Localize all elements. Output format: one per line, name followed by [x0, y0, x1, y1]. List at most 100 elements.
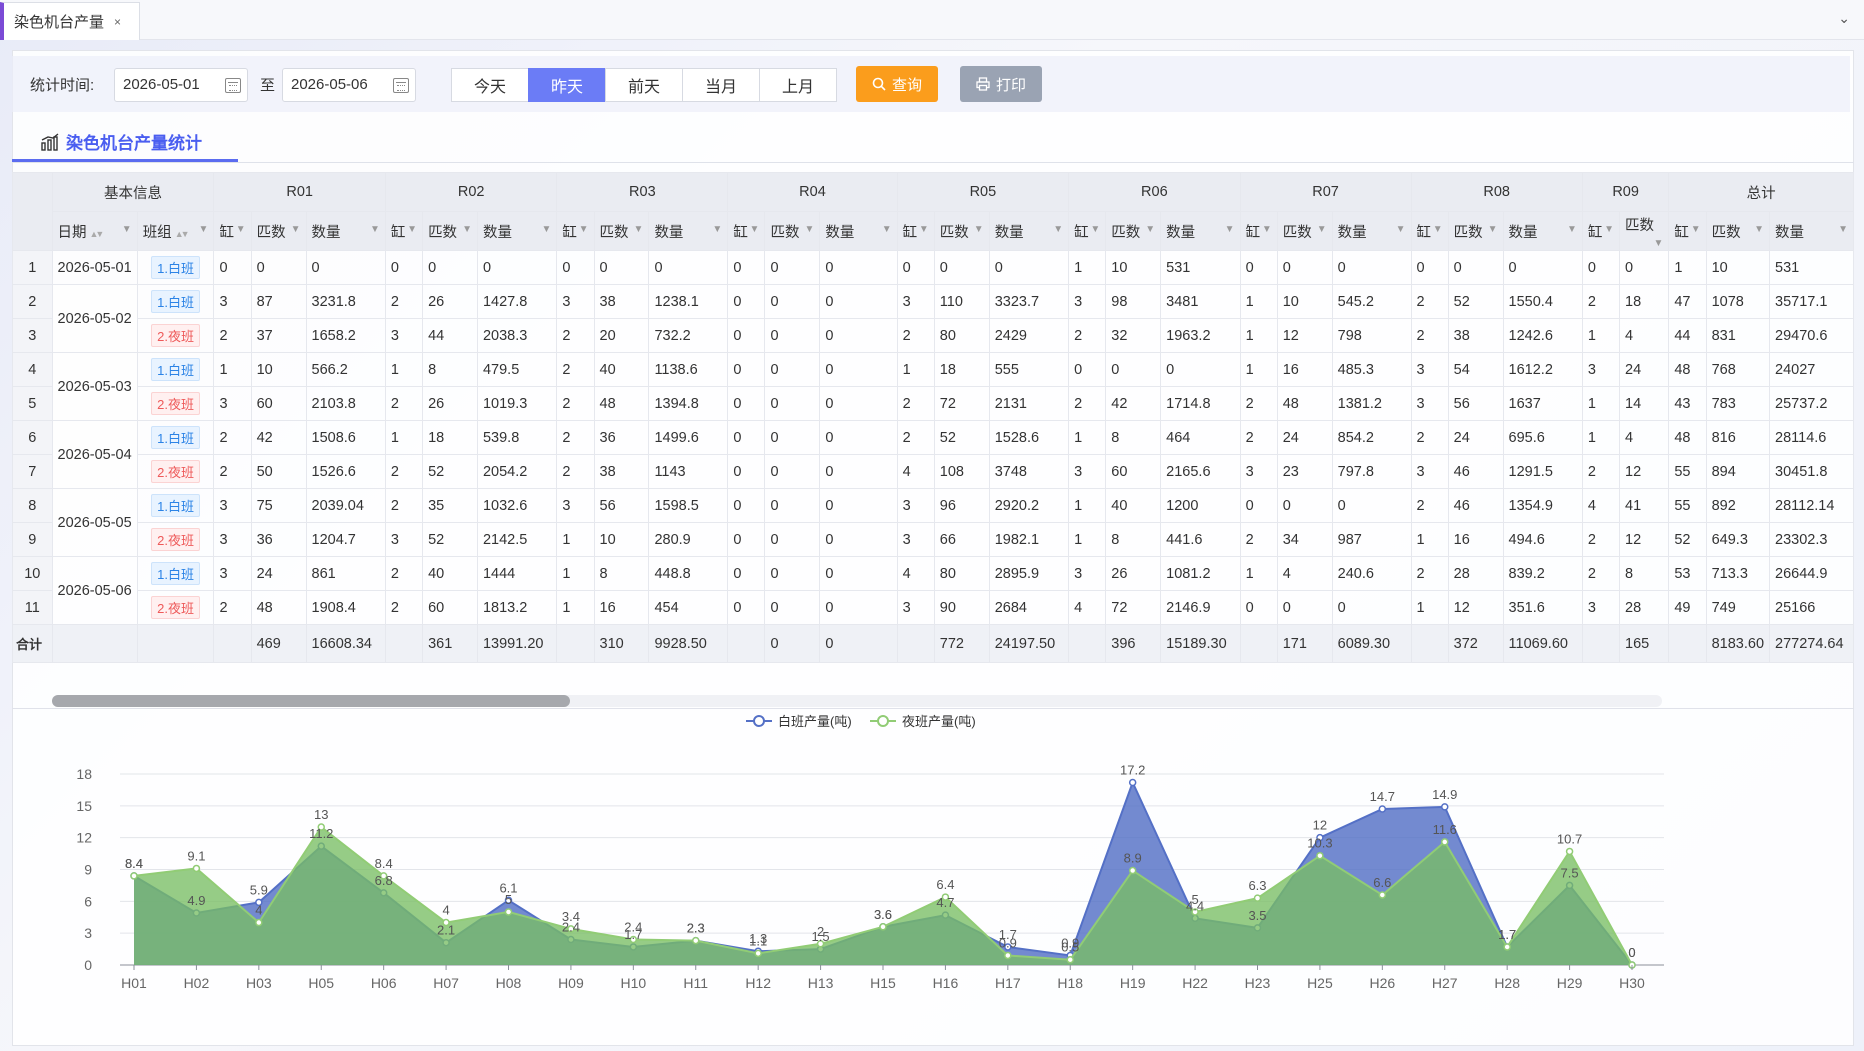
- filter-icon[interactable]: ▼: [1432, 223, 1443, 235]
- column-r03-0[interactable]: 缸 ▼: [556, 211, 595, 251]
- column-r09-1[interactable]: 匹数 ▼: [1619, 211, 1670, 251]
- column-r08-0[interactable]: 缸 ▼: [1410, 211, 1449, 251]
- column-r05-0[interactable]: 缸 ▼: [896, 211, 935, 251]
- column-total-2[interactable]: 数量 ▼: [1769, 211, 1854, 251]
- tab-dye-machine-output[interactable]: 染色机台产量 ×: [0, 2, 140, 40]
- column-r08-1[interactable]: 匹数 ▼: [1447, 211, 1504, 251]
- column-r07-0[interactable]: 缸 ▼: [1239, 211, 1278, 251]
- table-row[interactable]: 4 2026-05-03 1.白班 1 10 566.2 1 8 479.5 2 40 1138.6 0…: [12, 352, 1854, 421]
- table-row[interactable]: 2 2026-05-02 1.白班 3 87 3231.8 2 26 1427.8 3 38 1238…: [12, 284, 1854, 353]
- filter-icon[interactable]: ▼: [541, 223, 552, 235]
- scrollbar-thumb[interactable]: [52, 695, 570, 707]
- filter-icon[interactable]: ▼: [804, 223, 815, 235]
- table-row[interactable]: 3 2.夜班 2 37 1658.2 3 44 2038.3 2 20 732.2 0 0 0 2 80 242…: [12, 318, 1854, 353]
- column-r04-2[interactable]: 数量 ▼: [819, 211, 898, 251]
- table-row[interactable]: 5 2.夜班 3 60 2103.8 2 26 1019.3 2 48 1394.8 0 0 0 2 72 21…: [12, 386, 1854, 421]
- column-r03-2[interactable]: 数量 ▼: [648, 211, 729, 251]
- cell-value: 40: [1105, 488, 1162, 523]
- column-r06-0[interactable]: 缸 ▼: [1068, 211, 1107, 251]
- print-button[interactable]: 打印: [960, 66, 1042, 102]
- calendar-icon[interactable]: [393, 78, 409, 93]
- column-r02-1[interactable]: 匹数 ▼: [422, 211, 478, 251]
- today-button[interactable]: 今天: [451, 68, 529, 102]
- filter-icon[interactable]: ▼: [973, 223, 984, 235]
- column-total-1[interactable]: 匹数 ▼: [1705, 211, 1771, 251]
- column-r01-1[interactable]: 匹数 ▼: [250, 211, 307, 251]
- table-row[interactable]: 11 2.夜班 2 48 1908.4 2 60 1813.2 1 16 454 0 0 0 3 90 2684…: [12, 590, 1854, 625]
- filter-icon[interactable]: ▼: [1395, 223, 1406, 235]
- column-r01-2[interactable]: 数量 ▼: [305, 211, 386, 251]
- filter-icon[interactable]: ▼: [881, 223, 892, 235]
- filter-icon[interactable]: ▼: [1261, 223, 1272, 235]
- data-label: 1.1: [749, 933, 767, 948]
- day-before-button[interactable]: 前天: [605, 68, 683, 102]
- filter-icon[interactable]: ▼: [1053, 223, 1064, 235]
- table-row[interactable]: 10 2026-05-06 1.白班 3 24 861 2 40 1444 1 8 448.8 0 0 0 4…: [12, 556, 1854, 625]
- calendar-icon[interactable]: [225, 78, 241, 93]
- column-r01-0[interactable]: 缸 ▼: [213, 211, 252, 251]
- filter-icon[interactable]: ▼: [235, 223, 246, 235]
- filter-icon[interactable]: ▼: [1566, 223, 1577, 235]
- table-row[interactable]: 9 2.夜班 3 36 1204.7 3 52 2142.5 1 10 280.9 0 0 0 3 66 198…: [12, 522, 1854, 557]
- filter-icon[interactable]: ▼: [1316, 223, 1327, 235]
- query-button[interactable]: 查询: [856, 66, 938, 102]
- close-icon[interactable]: ×: [114, 14, 122, 29]
- column-r02-0[interactable]: 缸 ▼: [384, 211, 424, 251]
- filter-icon[interactable]: ▼: [462, 223, 472, 235]
- table-row[interactable]: 8 2026-05-05 1.白班 3 75 2039.04 2 35 1032.6 3 56 159…: [12, 488, 1854, 557]
- start-date-input[interactable]: 2026-05-01: [114, 68, 248, 102]
- table-corner: [12, 172, 53, 251]
- end-date-input[interactable]: 2026-05-06: [282, 68, 416, 102]
- data-label: 6.6: [1373, 875, 1391, 890]
- column-r03-1[interactable]: 匹数 ▼: [593, 211, 650, 251]
- filter-icon[interactable]: ▼: [1090, 223, 1101, 235]
- filter-icon[interactable]: ▼: [1653, 237, 1664, 249]
- filter-icon[interactable]: ▼: [198, 223, 209, 235]
- cell-value: 2: [1581, 522, 1621, 557]
- chevron-down-icon[interactable]: ⌄: [1838, 10, 1850, 26]
- column-r05-2[interactable]: 数量 ▼: [988, 211, 1070, 251]
- total-value: 24197.50: [988, 624, 1070, 663]
- column-r07-2[interactable]: 数量 ▼: [1331, 211, 1412, 251]
- filter-icon[interactable]: ▼: [1838, 223, 1848, 235]
- cell-value: 1: [556, 590, 595, 625]
- filter-icon[interactable]: ▼: [578, 223, 589, 235]
- table-row[interactable]: 6 2026-05-04 1.白班 2 42 1508.6 1 18 539.8 2 36 1499.…: [12, 420, 1854, 489]
- sort-icon[interactable]: ▲▼: [89, 228, 105, 239]
- table-row[interactable]: 7 2.夜班 2 50 1526.6 2 52 2054.2 2 38 1143 0 0 0 4 108 374…: [12, 454, 1854, 489]
- column-r04-0[interactable]: 缸 ▼: [727, 211, 766, 251]
- column-r02-2[interactable]: 数量 ▼: [476, 211, 558, 251]
- column-r05-1[interactable]: 匹数 ▼: [933, 211, 990, 251]
- filter-icon[interactable]: ▼: [1145, 223, 1156, 235]
- filter-icon[interactable]: ▼: [370, 223, 380, 235]
- column-r07-1[interactable]: 匹数 ▼: [1276, 211, 1333, 251]
- section-tab-output-stats[interactable]: 染色机台产量统计: [12, 124, 238, 162]
- yesterday-button[interactable]: 昨天: [528, 68, 606, 102]
- column-r09-0[interactable]: 缸 ▼: [1581, 211, 1621, 251]
- column-r04-1[interactable]: 匹数 ▼: [764, 211, 821, 251]
- column-r06-2[interactable]: 数量 ▼: [1160, 211, 1241, 251]
- filter-icon[interactable]: ▼: [1754, 223, 1765, 235]
- filter-icon[interactable]: ▼: [633, 223, 644, 235]
- filter-icon[interactable]: ▼: [1224, 223, 1235, 235]
- filter-icon[interactable]: ▼: [749, 223, 760, 235]
- this-month-button[interactable]: 当月: [682, 68, 760, 102]
- column-r06-1[interactable]: 匹数 ▼: [1105, 211, 1162, 251]
- filter-icon[interactable]: ▼: [1690, 223, 1701, 235]
- filter-icon[interactable]: ▼: [290, 223, 301, 235]
- cell-value: 44: [422, 318, 478, 353]
- filter-icon[interactable]: ▼: [1487, 223, 1498, 235]
- filter-icon[interactable]: ▼: [121, 223, 132, 235]
- filter-icon[interactable]: ▼: [918, 223, 929, 235]
- column-r08-2[interactable]: 数量 ▼: [1502, 211, 1583, 251]
- filter-icon[interactable]: ▼: [712, 223, 723, 235]
- column-shift[interactable]: 班组 ▲▼ ▼: [136, 211, 215, 251]
- column-total-0[interactable]: 缸 ▼: [1668, 211, 1707, 251]
- filter-icon[interactable]: ▼: [407, 223, 418, 235]
- last-month-button[interactable]: 上月: [759, 68, 837, 102]
- total-value: [556, 624, 595, 663]
- column-date[interactable]: 日期 ▲▼ ▼: [51, 211, 138, 251]
- sort-icon[interactable]: ▲▼: [174, 228, 190, 239]
- table-row[interactable]: 1 2026-05-01 1.白班 0 0 0 0 0 0 0 0 0 0 0 0 0 0 0 1 10 531 0 0 0 0…: [12, 250, 1854, 285]
- filter-icon[interactable]: ▼: [1604, 223, 1615, 235]
